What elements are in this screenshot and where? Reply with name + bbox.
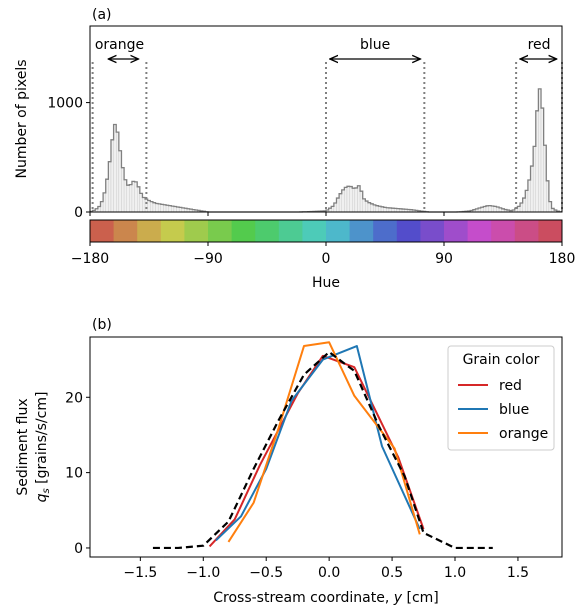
colorbar-segment — [231, 220, 256, 242]
colorbar-segment — [113, 220, 138, 242]
histogram-bar — [346, 186, 350, 213]
histogram-bar — [349, 186, 353, 213]
colorbar-segment — [184, 220, 209, 242]
flux-x-axis-label: Cross-stream coordinate, y [cm] — [213, 590, 439, 606]
series-line-blue — [215, 345, 421, 542]
colorbar-segment — [396, 220, 421, 242]
x-tick-label: −180 — [71, 251, 109, 267]
x-tick-label: 0.0 — [318, 565, 340, 581]
histogram-bar — [126, 184, 130, 213]
colorbar-segment — [90, 220, 115, 242]
range-label-orange: orange — [95, 37, 144, 53]
histogram-bar — [131, 181, 135, 213]
flux-y-axis-label: Sediment flux — [15, 398, 31, 495]
hue-x-ticks: −180 −90 0 90 180 — [71, 212, 576, 267]
histogram-bar — [157, 203, 162, 213]
range-label-blue: blue — [360, 37, 390, 53]
legend-label-red: red — [499, 378, 522, 394]
y-tick-label: 0 — [74, 541, 83, 557]
hue-axis-label: Hue — [312, 275, 340, 291]
x-tick-label: 1.5 — [507, 565, 529, 581]
x-tick-label: −0.5 — [249, 565, 283, 581]
colorbar-segment — [278, 220, 303, 242]
x-tick-label: −1.5 — [123, 565, 157, 581]
legend-label-orange: orange — [499, 426, 548, 442]
x-tick-label: 90 — [435, 251, 453, 267]
flux-y-ticks: 0 10 20 — [65, 390, 90, 557]
flux-axes-frame — [89, 336, 563, 558]
colorbar-segment — [467, 220, 492, 242]
colorbar-segment — [255, 220, 280, 242]
panel-b-label: (b) — [92, 317, 112, 333]
legend-label-blue: blue — [499, 402, 529, 418]
panel-a: (a) orange blue red 0 1000 Number of pixels… — [14, 7, 575, 291]
colorbar-segment — [208, 220, 233, 242]
x-tick-label: 1.0 — [444, 565, 466, 581]
flux-x-ticks: −1.5 −1.0 −0.5 0.0 0.5 1.0 1.5 — [123, 557, 529, 581]
y-tick-label: 1000 — [47, 96, 83, 112]
histogram-bar — [354, 187, 358, 213]
series-line-orange — [227, 341, 421, 543]
colorbar-segment — [538, 220, 563, 242]
flux-y-axis-units: qs [grains/s/cm] — [34, 392, 52, 503]
series-line-red — [208, 354, 425, 548]
legend-title: Grain color — [463, 352, 540, 368]
colorbar-segment — [514, 220, 539, 242]
hue-colorbar — [90, 220, 563, 242]
y-tick-label: 0 — [74, 205, 83, 221]
panel-b: (b) −1.5 −1.0 −0.5 0.0 0.5 1.0 1.5 0 10 20 Sedim… — [15, 317, 563, 606]
legend-items: red blue orange — [458, 378, 548, 442]
histogram-bar — [155, 203, 159, 213]
legend: Grain color red blue orange — [447, 345, 555, 451]
y-tick-label: 10 — [65, 466, 83, 482]
histogram-bar — [129, 184, 133, 213]
colorbar-segment — [302, 220, 327, 242]
histogram-y-axis-label: Number of pixels — [14, 59, 30, 178]
colorbar-segment — [137, 220, 162, 242]
histogram-bar — [352, 188, 356, 213]
colorbar-segment — [444, 220, 469, 242]
x-tick-label: −90 — [193, 251, 223, 267]
x-tick-label: 0 — [322, 251, 331, 267]
colorbar-segment — [491, 220, 516, 242]
colorbar-segment — [420, 220, 445, 242]
panel-a-label: (a) — [92, 7, 112, 23]
x-tick-label: 0.5 — [381, 565, 403, 581]
legend-box — [447, 345, 555, 451]
histogram-bar — [344, 187, 348, 213]
y-tick-label: 20 — [65, 390, 83, 406]
flux-series — [152, 341, 493, 550]
colorbar-segment — [349, 220, 374, 242]
colorbar-segment — [373, 220, 398, 242]
hue-range-annotations: orange blue red — [91, 37, 563, 212]
series-line-model — [152, 350, 493, 550]
colorbar-segment — [326, 220, 351, 242]
histogram-outline — [90, 88, 562, 213]
histogram-y-ticks: 0 1000 — [47, 96, 90, 221]
range-label-red: red — [528, 37, 551, 53]
x-tick-label: −1.0 — [186, 565, 220, 581]
histogram-bar — [160, 204, 164, 213]
colorbar-segment — [160, 220, 185, 242]
x-tick-label: 180 — [549, 251, 576, 267]
